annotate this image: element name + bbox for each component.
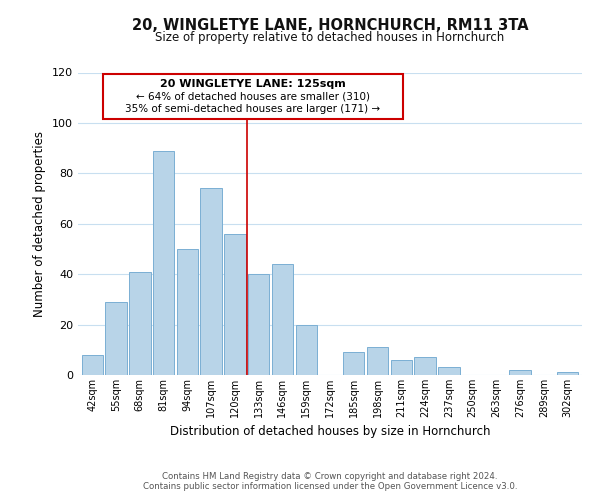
Text: Contains HM Land Registry data © Crown copyright and database right 2024.: Contains HM Land Registry data © Crown c… <box>162 472 498 481</box>
Bar <box>557 372 578 375</box>
Bar <box>415 358 436 375</box>
Bar <box>200 188 222 375</box>
Text: Size of property relative to detached houses in Hornchurch: Size of property relative to detached ho… <box>155 32 505 44</box>
Bar <box>153 150 174 375</box>
Text: 20 WINGLETYE LANE: 125sqm: 20 WINGLETYE LANE: 125sqm <box>160 79 346 89</box>
X-axis label: Distribution of detached houses by size in Hornchurch: Distribution of detached houses by size … <box>170 426 490 438</box>
Bar <box>106 302 127 375</box>
Text: 20, WINGLETYE LANE, HORNCHURCH, RM11 3TA: 20, WINGLETYE LANE, HORNCHURCH, RM11 3TA <box>131 18 529 32</box>
Bar <box>224 234 245 375</box>
Bar <box>272 264 293 375</box>
Bar <box>82 355 103 375</box>
Y-axis label: Number of detached properties: Number of detached properties <box>34 130 46 317</box>
Bar <box>176 249 198 375</box>
Bar <box>367 348 388 375</box>
Text: 35% of semi-detached houses are larger (171) →: 35% of semi-detached houses are larger (… <box>125 104 380 114</box>
Bar <box>438 368 460 375</box>
Text: ← 64% of detached houses are smaller (310): ← 64% of detached houses are smaller (31… <box>136 92 370 102</box>
Bar <box>248 274 269 375</box>
Bar <box>343 352 364 375</box>
Text: Contains public sector information licensed under the Open Government Licence v3: Contains public sector information licen… <box>143 482 517 491</box>
Bar <box>391 360 412 375</box>
Bar <box>129 272 151 375</box>
FancyBboxPatch shape <box>103 74 403 119</box>
Bar <box>509 370 531 375</box>
Bar <box>296 324 317 375</box>
